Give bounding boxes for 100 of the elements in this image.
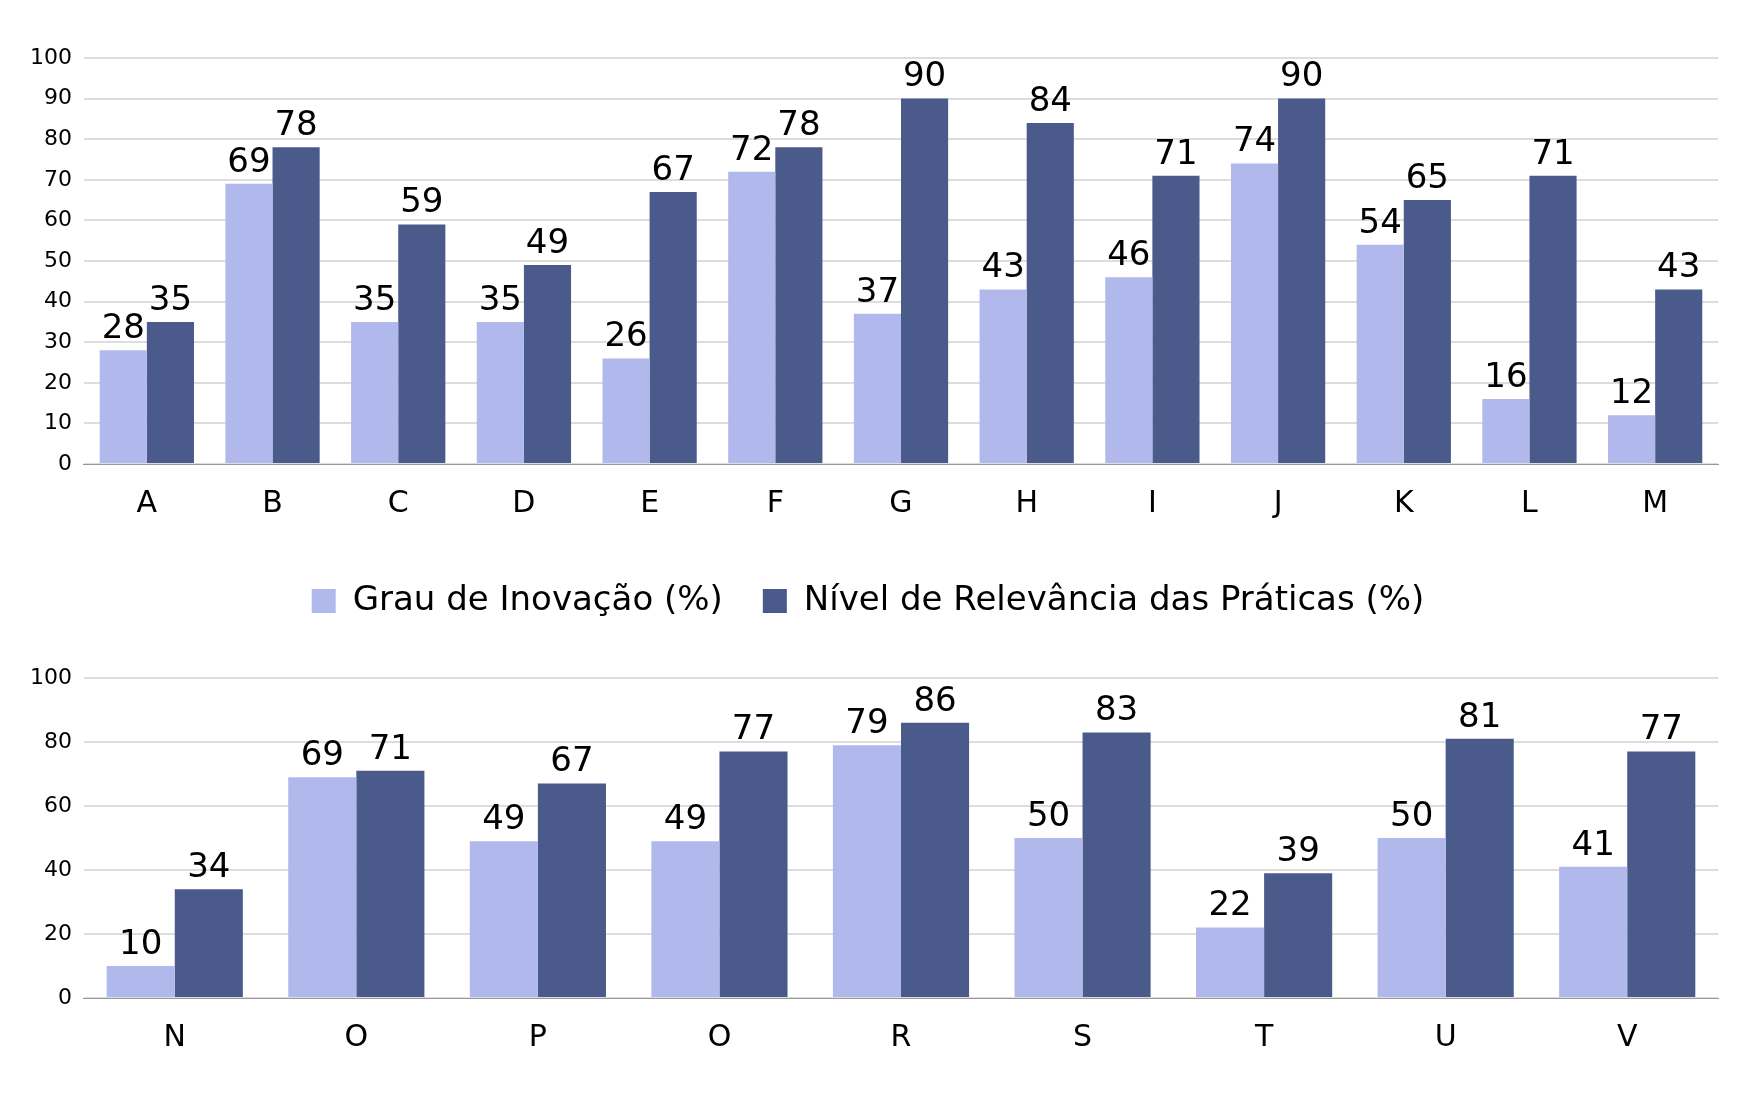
data-label: 71 — [368, 726, 412, 767]
bar — [1278, 98, 1326, 463]
data-label: 79 — [845, 701, 889, 742]
bar — [1230, 163, 1279, 463]
bar — [853, 313, 901, 463]
data-label: 81 — [1458, 694, 1502, 735]
data-label: 43 — [1657, 245, 1701, 286]
data-label: 39 — [1276, 829, 1320, 870]
y-tick-label: 30 — [43, 327, 72, 353]
bar — [832, 745, 901, 997]
x-tick-label: N — [163, 1017, 186, 1053]
bar — [1608, 415, 1656, 463]
y-tick-label: 80 — [43, 727, 72, 753]
bar — [1264, 873, 1333, 997]
bar — [1105, 277, 1153, 463]
x-tick-label: D — [512, 483, 536, 519]
y-tick-label: 20 — [43, 368, 72, 394]
bar — [719, 751, 788, 997]
data-label: 69 — [300, 733, 344, 774]
data-label: 83 — [1094, 688, 1139, 729]
data-label: 77 — [731, 707, 776, 748]
bar — [1152, 175, 1200, 463]
x-tick-label: I — [1147, 483, 1157, 519]
x-tick-label: V — [1616, 1017, 1638, 1053]
data-label: 43 — [981, 245, 1025, 286]
x-tick-label: U — [1434, 1017, 1457, 1053]
bar — [1655, 289, 1703, 463]
bar — [1377, 838, 1446, 997]
y-tick-label: 10 — [43, 409, 72, 435]
data-label: 16 — [1484, 354, 1528, 395]
data-label: 59 — [400, 180, 444, 221]
x-tick-label: O — [707, 1017, 732, 1053]
bar — [1356, 244, 1404, 463]
y-tick-label: 40 — [43, 855, 72, 881]
bar — [1403, 200, 1451, 463]
bar — [1559, 866, 1628, 997]
x-tick-label: B — [262, 483, 283, 519]
data-label: 50 — [1026, 793, 1071, 834]
bar — [272, 147, 320, 463]
bar — [174, 889, 243, 997]
data-label: 35 — [148, 277, 193, 318]
y-tick-label: 0 — [57, 449, 72, 475]
y-tick-label: 50 — [43, 246, 72, 272]
data-label: 74 — [1232, 119, 1277, 160]
legend-label: Grau de Inovação (%) — [352, 577, 723, 618]
bar — [1529, 175, 1577, 463]
y-tick-label: 0 — [57, 983, 72, 1009]
x-tick-label: P — [528, 1017, 547, 1053]
bar — [651, 841, 720, 997]
x-tick-label: H — [1015, 483, 1038, 519]
bar — [351, 321, 399, 463]
data-label: 10 — [119, 921, 163, 962]
data-label: 77 — [1639, 707, 1683, 748]
data-label: 67 — [550, 739, 594, 780]
bar — [901, 722, 970, 997]
y-tick-label: 100 — [29, 43, 72, 69]
bar — [1482, 399, 1530, 463]
y-tick-label: 40 — [43, 287, 72, 313]
data-label: 86 — [913, 678, 957, 719]
x-tick-label: T — [1253, 1017, 1274, 1053]
y-tick-label: 100 — [29, 663, 72, 689]
bar — [649, 191, 697, 463]
data-label: 65 — [1405, 155, 1449, 196]
x-tick-label: O — [344, 1017, 369, 1053]
data-label: 67 — [651, 147, 695, 188]
y-tick-label: 60 — [43, 791, 72, 817]
bar — [775, 147, 823, 463]
bar — [1014, 838, 1083, 997]
bar — [146, 321, 194, 463]
bar — [728, 171, 776, 463]
y-tick-label: 90 — [43, 84, 72, 110]
bar — [1627, 751, 1696, 997]
data-label: 78 — [274, 103, 318, 144]
x-tick-label: J — [1271, 483, 1283, 519]
data-label: 37 — [855, 269, 900, 310]
bar — [356, 770, 425, 997]
bar — [523, 265, 572, 463]
data-label: 49 — [482, 797, 526, 838]
x-tick-label: R — [890, 1017, 912, 1053]
bar — [469, 841, 538, 997]
data-label: 41 — [1571, 822, 1615, 863]
x-tick-label: F — [766, 483, 784, 519]
bar — [1026, 122, 1074, 463]
bar — [106, 966, 175, 997]
data-label: 34 — [187, 845, 231, 886]
bar — [288, 777, 357, 997]
data-label: 71 — [1154, 131, 1198, 172]
bar — [1445, 738, 1514, 997]
data-label: 50 — [1389, 793, 1434, 834]
data-label: 72 — [730, 127, 774, 168]
data-label: 35 — [353, 277, 397, 318]
data-label: 71 — [1531, 131, 1575, 172]
y-tick-label: 80 — [43, 124, 72, 150]
data-label: 78 — [777, 103, 821, 144]
x-tick-label: G — [889, 483, 913, 519]
bar — [476, 321, 524, 463]
x-tick-label: S — [1073, 1017, 1093, 1053]
data-label: 35 — [478, 277, 522, 318]
x-tick-label: L — [1521, 483, 1539, 519]
x-tick-label: E — [640, 483, 660, 519]
